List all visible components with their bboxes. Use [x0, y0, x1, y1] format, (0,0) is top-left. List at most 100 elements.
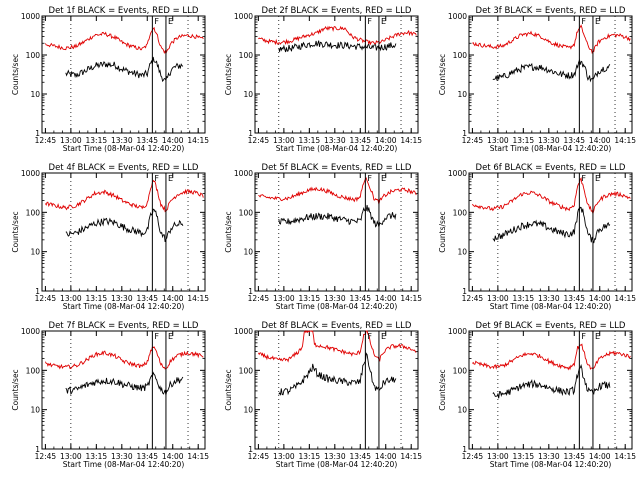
x-tick-label: 13:30 [111, 294, 133, 303]
events-series-line [492, 363, 611, 399]
x-tick-label: 13:15 [86, 294, 108, 303]
x-tick-label: 13:00 [487, 294, 509, 303]
x-tick-label: 14:15 [187, 452, 209, 461]
plot-frame [41, 330, 206, 450]
interval-marker-label: F [154, 174, 159, 183]
x-tick-label: 13:30 [324, 452, 346, 461]
y-axis-label: Counts/sec [224, 369, 233, 410]
y-tick-label: 1000 [234, 12, 253, 21]
plot-frame [468, 330, 633, 450]
x-tick-label: 13:00 [487, 136, 509, 145]
interval-marker-label: F [581, 17, 586, 26]
x-tick-label: 13:45 [136, 452, 158, 461]
y-tick-label: 1 [35, 129, 40, 138]
events-series-line [65, 208, 184, 243]
y-tick-label: 1000 [21, 12, 40, 21]
y-axis-label: Counts/sec [11, 54, 20, 95]
y-tick-label: 1000 [448, 169, 467, 178]
x-tick-label: 12:45 [35, 452, 57, 461]
x-tick-label: 13:30 [324, 136, 346, 145]
y-tick-label: 10 [30, 90, 40, 99]
lld-series-line [44, 346, 204, 370]
x-tick-label: 13:30 [538, 294, 560, 303]
panel-title: Det 4f BLACK = Events, RED = LLD [49, 163, 199, 173]
interval-marker-label: E [168, 332, 173, 341]
interval-marker-label: E [595, 174, 600, 183]
x-tick-label: 12:45 [462, 136, 484, 145]
x-tick-label: 14:15 [187, 294, 209, 303]
x-tick-label: 13:00 [60, 452, 82, 461]
x-axis-label: Start Time (08-Mar-04 12:40:20) [490, 460, 612, 469]
x-tick-label: 13:00 [487, 452, 509, 461]
x-tick-label: 13:15 [513, 452, 535, 461]
lld-series-line [258, 25, 417, 46]
events-series-line [278, 204, 397, 228]
x-tick-label: 14:15 [400, 294, 422, 303]
x-tick-label: 13:00 [273, 294, 295, 303]
y-tick-label: 10 [243, 90, 253, 99]
x-tick-label: 12:45 [35, 294, 57, 303]
y-tick-label: 1000 [21, 327, 40, 336]
y-tick-label: 10 [30, 248, 40, 257]
interval-marker-label: E [168, 17, 173, 26]
interval-marker-label: E [595, 332, 600, 341]
x-tick-label: 12:45 [462, 294, 484, 303]
y-axis-label: Counts/sec [438, 211, 447, 252]
x-tick-label: 14:00 [589, 294, 611, 303]
x-tick-label: 13:15 [513, 136, 535, 145]
plot-frame [254, 15, 419, 134]
x-tick-label: 13:30 [538, 136, 560, 145]
x-tick-label: 13:30 [111, 136, 133, 145]
interval-marker-label: F [581, 332, 586, 341]
plot-frame [468, 15, 633, 134]
y-tick-label: 100 [453, 51, 468, 60]
y-tick-label: 10 [457, 90, 467, 99]
y-tick-label: 1 [462, 129, 467, 138]
x-tick-label: 14:15 [614, 136, 636, 145]
x-tick-label: 12:45 [248, 294, 270, 303]
lld-series-line [45, 179, 204, 213]
y-tick-label: 100 [239, 208, 254, 217]
plot-frame [254, 330, 419, 450]
interval-marker-label: F [154, 17, 159, 26]
x-tick-label: 13:30 [538, 452, 560, 461]
y-axis-label: Counts/sec [438, 54, 447, 95]
y-axis-label: Counts/sec [224, 211, 233, 252]
x-tick-label: 13:00 [60, 136, 82, 145]
y-axis-label: Counts/sec [438, 369, 447, 410]
x-tick-label: 14:15 [614, 294, 636, 303]
events-series-line [278, 40, 397, 53]
panel-title: Det 1f BLACK = Events, RED = LLD [49, 6, 199, 16]
x-tick-label: 13:45 [349, 294, 371, 303]
x-tick-label: 13:15 [86, 452, 108, 461]
y-tick-label: 10 [457, 248, 467, 257]
panel-title: Det 5f BLACK = Events, RED = LLD [262, 163, 412, 173]
y-tick-label: 1 [35, 287, 40, 296]
y-tick-label: 100 [453, 366, 468, 375]
y-tick-label: 1 [35, 445, 40, 454]
events-series-line [278, 352, 397, 396]
plot-frame [254, 172, 419, 292]
y-tick-label: 1000 [234, 327, 253, 336]
events-series-line [492, 206, 611, 244]
x-tick-label: 12:45 [462, 452, 484, 461]
panel-title: Det 2f BLACK = Events, RED = LLD [262, 6, 412, 16]
x-tick-label: 13:15 [299, 294, 321, 303]
x-tick-label: 14:15 [187, 136, 209, 145]
x-tick-label: 14:15 [614, 452, 636, 461]
x-tick-label: 14:00 [589, 136, 611, 145]
x-axis-label: Start Time (08-Mar-04 12:40:20) [490, 144, 612, 153]
x-tick-label: 14:00 [589, 452, 611, 461]
lld-series-line [472, 24, 631, 55]
y-tick-label: 100 [239, 51, 254, 60]
interval-marker-label: E [381, 17, 386, 26]
panel-title: Det 9f BLACK = Events, RED = LLD [476, 321, 626, 331]
